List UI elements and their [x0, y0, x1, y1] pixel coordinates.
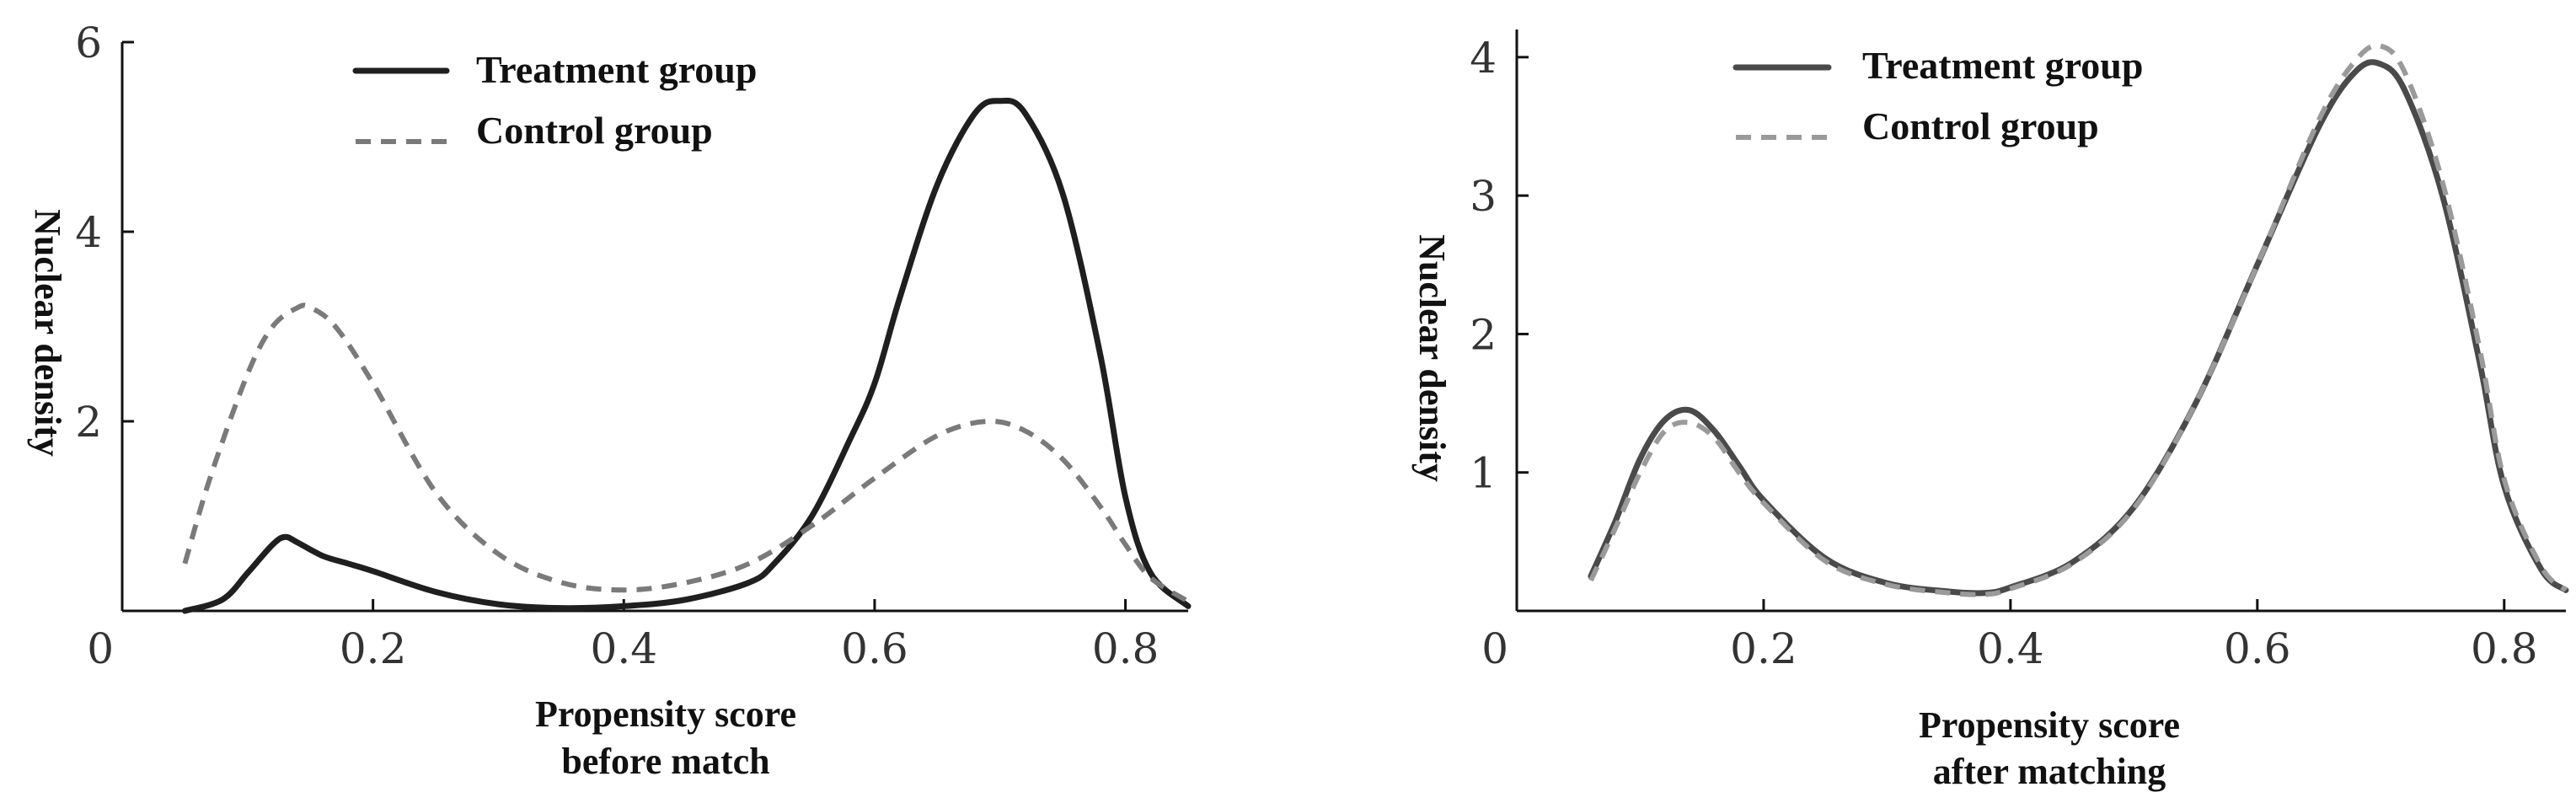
legend: Treatment group Control group: [352, 48, 757, 152]
x-axis-title-line1: Propensity score: [535, 693, 796, 735]
legend-label-treatment: Treatment group: [1862, 44, 2143, 87]
y-tick-label: 3: [1470, 172, 1497, 221]
y-tick-label: 6: [75, 19, 102, 67]
chart-before-match: Nuclear density Propensity score before …: [27, 19, 1192, 782]
treatment-group-line: [181, 97, 1192, 614]
x-tick-label: 0.2: [1730, 624, 1797, 673]
x-tick-label: 0.8: [2471, 624, 2538, 673]
control-group-line: [182, 302, 1190, 604]
x-tick-label: 0.8: [1092, 624, 1159, 673]
y-axis-title: Nuclear density: [1411, 234, 1453, 482]
legend: Treatment group Control group: [1733, 44, 2143, 147]
treatment-group-line: [1588, 59, 2569, 597]
x-tick-label: 0.6: [841, 624, 908, 673]
y-tick-label: 4: [1470, 34, 1497, 83]
x-tick-label: 0.2: [340, 624, 407, 673]
legend-label-control: Control group: [476, 109, 713, 152]
legend-label-control: Control group: [1862, 104, 2099, 147]
x-tick-label: 0: [1481, 624, 1508, 673]
y-axis-title: Nuclear density: [27, 209, 68, 457]
x-tick-label: 0: [87, 624, 114, 673]
x-tick-label: 0.4: [591, 624, 658, 673]
y-tick-label: 4: [75, 208, 102, 257]
y-tick-label: 2: [75, 398, 102, 447]
x-axis-title-line2: after matching: [1933, 751, 2166, 792]
legend-label-treatment: Treatment group: [476, 48, 757, 91]
x-axis-title-line1: Propensity score: [1919, 704, 2180, 746]
chart-after-matching: Nuclear density Propensity score after m…: [1411, 29, 2569, 792]
x-axis-title-line2: before match: [561, 741, 769, 782]
x-tick-label: 0.6: [2224, 624, 2291, 673]
x-tick-label: 0.4: [1977, 624, 2044, 673]
y-tick-label: 1: [1470, 449, 1497, 498]
y-tick-label: 2: [1470, 310, 1497, 359]
